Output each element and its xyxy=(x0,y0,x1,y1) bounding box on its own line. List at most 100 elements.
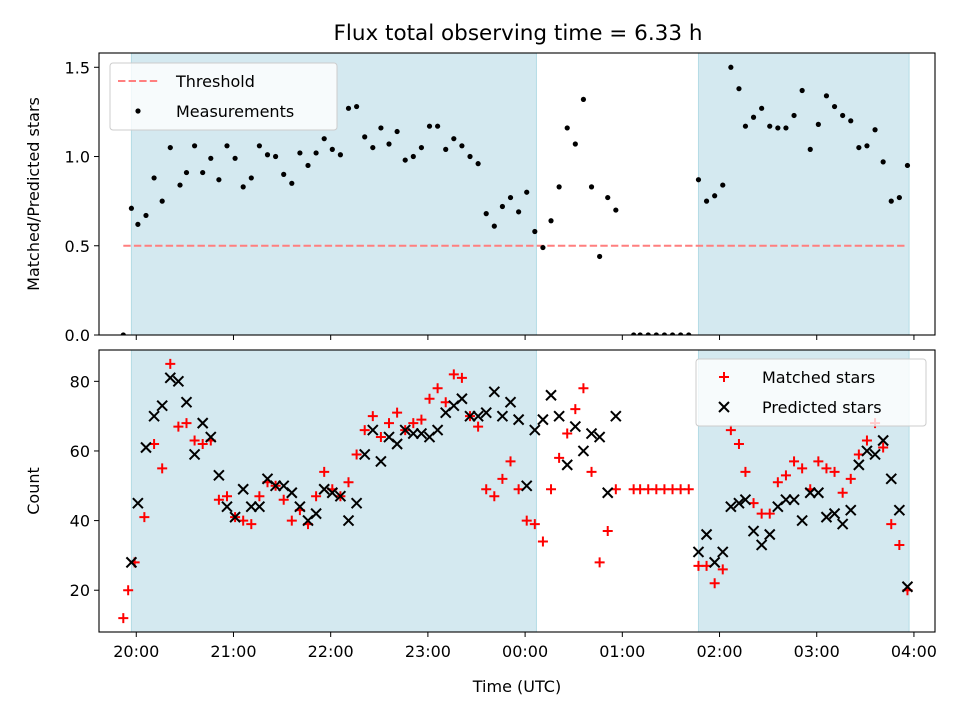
measurement-point xyxy=(329,146,335,152)
predicted-star-point xyxy=(733,497,745,509)
measurement-point xyxy=(686,332,692,335)
x-tick-label: 02:00 xyxy=(696,642,742,661)
measurement-point xyxy=(289,180,295,186)
matched-star-point xyxy=(213,494,224,505)
predicted-star-point xyxy=(294,500,306,513)
measurement-point xyxy=(483,211,489,217)
predicted-star-point xyxy=(585,427,598,440)
predicted-star-point xyxy=(788,493,800,506)
matched-star-point xyxy=(448,369,459,380)
measurement-point xyxy=(572,141,578,147)
predicted-star-point xyxy=(456,393,468,405)
matched-star-point xyxy=(278,494,289,505)
y-tick-label: 60 xyxy=(70,442,90,461)
predicted-star-point xyxy=(221,500,233,513)
predicted-star-point xyxy=(820,511,833,523)
predicted-star-point xyxy=(512,413,525,426)
predicted-star-point xyxy=(148,410,160,422)
measurement-point xyxy=(354,103,360,110)
predicted-star-point xyxy=(286,487,298,499)
measurement-point xyxy=(703,198,710,204)
predicted-star-point xyxy=(521,480,533,492)
matched-star-point xyxy=(165,358,176,369)
matched-star-point xyxy=(181,418,192,429)
legend-label: Measurements xyxy=(176,102,294,121)
predicted-star-point xyxy=(692,546,705,558)
predicted-star-point xyxy=(504,396,517,408)
measurement-point xyxy=(256,143,262,149)
measurement-point xyxy=(143,212,149,219)
measurement-point xyxy=(507,194,514,201)
measurement-point xyxy=(815,121,821,127)
measurement-point xyxy=(645,332,651,335)
predicted-star-point xyxy=(245,500,258,513)
predicted-star-point xyxy=(229,511,241,523)
matched-star-point xyxy=(384,418,395,429)
matched-star-point xyxy=(821,463,832,474)
matched-star-point xyxy=(123,585,134,596)
measurement-point xyxy=(736,86,742,92)
matched-star-point xyxy=(343,477,354,488)
x-tick-label: 21:00 xyxy=(210,642,256,661)
matched-star-point xyxy=(392,407,403,418)
matched-star-point xyxy=(319,466,330,477)
axes-frame xyxy=(98,349,936,633)
measurement-point xyxy=(597,253,603,260)
measurement-point xyxy=(840,112,846,119)
matched-star-point xyxy=(861,435,872,446)
predicted-star-point xyxy=(375,455,387,468)
measurement-point xyxy=(695,177,702,183)
measurement-point xyxy=(720,182,726,188)
measurement-point xyxy=(362,134,368,140)
predicted-star-point xyxy=(358,448,371,461)
matched-star-point xyxy=(497,473,508,484)
matched-star-point xyxy=(416,414,427,425)
matched-star-point xyxy=(845,473,856,484)
predicted-star-point xyxy=(561,459,573,471)
y-tick-label: 1.5 xyxy=(65,58,90,77)
measurement-point xyxy=(564,125,570,131)
predicted-star-point xyxy=(431,424,444,436)
axes-frame xyxy=(98,52,936,336)
predicted-star-point xyxy=(717,546,729,558)
predicted-star-point xyxy=(853,459,865,471)
measurement-point xyxy=(370,144,376,151)
matched-star-point xyxy=(432,383,443,394)
measurement-point xyxy=(807,146,813,152)
x-tick-label: 00:00 xyxy=(502,642,548,661)
measurement-point xyxy=(345,105,352,111)
matched-star-point xyxy=(813,456,824,467)
matched-star-point xyxy=(118,613,129,624)
measurement-point xyxy=(613,207,619,213)
matched-star-point xyxy=(683,484,694,495)
measurement-point xyxy=(321,136,327,142)
measurement-point xyxy=(135,221,141,227)
x-tick-label: 23:00 xyxy=(405,642,451,661)
predicted-star-point xyxy=(700,528,713,541)
plot-area xyxy=(118,358,914,624)
matched-star-point xyxy=(717,564,728,575)
legend-matched-swatch xyxy=(719,372,729,382)
predicted-star-point xyxy=(755,539,768,551)
matched-star-point xyxy=(878,442,889,453)
matched-star-point xyxy=(797,463,808,474)
predicted-star-point xyxy=(188,448,201,461)
y-tick-label: 20 xyxy=(70,581,90,600)
bottom-panel-counts: 20 40 60 80 20:00 21:00 22:00 23:00 00:00 01:00 02… xyxy=(24,349,937,696)
matched-star-point xyxy=(521,515,532,526)
measurement-point xyxy=(167,144,173,151)
predicted-star-point xyxy=(739,493,752,506)
measurement-point xyxy=(783,125,789,131)
matched-star-point xyxy=(311,491,322,502)
measurement-point xyxy=(742,123,749,129)
predicted-star-point xyxy=(569,420,582,433)
predicted-star-point xyxy=(213,469,225,482)
matched-star-point xyxy=(829,466,840,477)
matched-star-point xyxy=(886,519,897,530)
measurement-point xyxy=(872,127,878,133)
matched-star-point xyxy=(473,421,484,432)
measurement-point xyxy=(831,103,838,110)
matched-star-point xyxy=(197,439,208,449)
measurement-point xyxy=(159,198,165,204)
legend-box xyxy=(109,62,338,131)
